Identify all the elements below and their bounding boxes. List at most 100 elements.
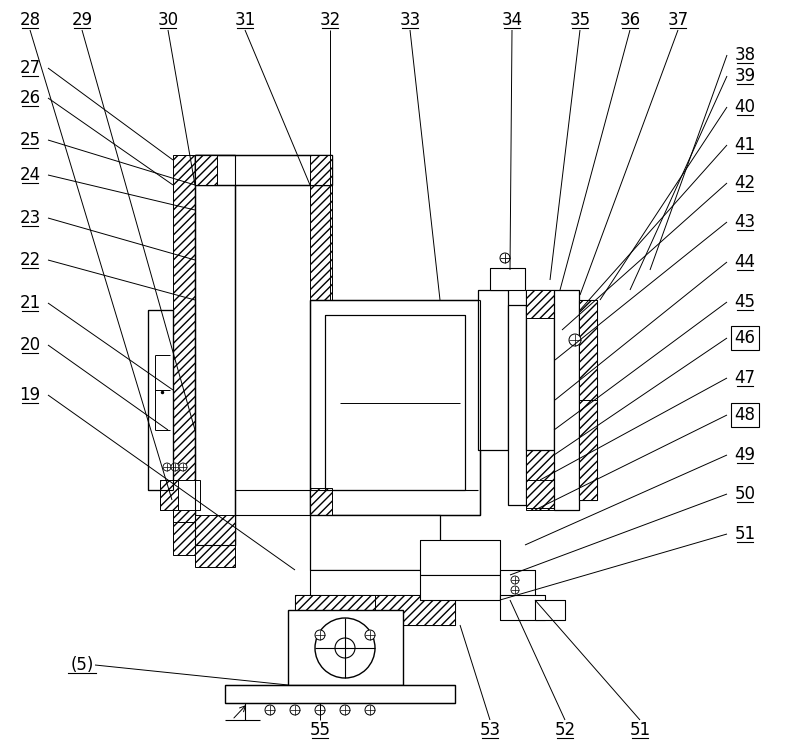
Text: 36: 36 xyxy=(619,11,641,29)
Text: 25: 25 xyxy=(19,131,41,149)
Text: 44: 44 xyxy=(734,253,755,271)
Text: 52: 52 xyxy=(554,721,575,739)
Bar xyxy=(195,155,332,185)
Text: 43: 43 xyxy=(734,213,755,231)
Bar xyxy=(160,480,200,510)
Text: 51: 51 xyxy=(630,721,650,739)
Text: 51: 51 xyxy=(734,525,755,543)
Text: 46: 46 xyxy=(734,329,755,347)
Circle shape xyxy=(315,630,325,640)
Text: 32: 32 xyxy=(319,11,341,29)
Bar xyxy=(535,600,565,620)
Bar xyxy=(310,155,332,185)
Bar xyxy=(500,570,535,600)
Circle shape xyxy=(290,705,300,715)
Text: 33: 33 xyxy=(399,11,421,29)
Bar xyxy=(490,268,525,290)
Bar xyxy=(490,268,525,290)
Bar xyxy=(310,515,440,570)
Text: 42: 42 xyxy=(734,174,755,192)
Text: 38: 38 xyxy=(734,46,755,64)
Bar xyxy=(195,545,235,567)
Bar xyxy=(554,290,579,510)
Bar xyxy=(173,500,195,555)
Circle shape xyxy=(315,618,375,678)
Bar xyxy=(160,480,178,510)
Bar xyxy=(295,595,455,625)
Text: 50: 50 xyxy=(734,485,755,503)
Text: 19: 19 xyxy=(19,386,41,404)
Bar xyxy=(310,570,440,600)
Text: 20: 20 xyxy=(19,336,41,354)
Text: 28: 28 xyxy=(19,11,41,29)
Bar xyxy=(288,610,403,685)
Bar xyxy=(310,155,332,555)
Text: 23: 23 xyxy=(19,209,41,227)
Bar xyxy=(173,155,195,545)
Bar xyxy=(526,480,554,508)
Bar xyxy=(310,488,332,515)
Bar xyxy=(508,305,526,505)
Text: 48: 48 xyxy=(734,406,755,424)
Bar xyxy=(310,155,332,185)
Bar xyxy=(420,575,500,600)
Bar xyxy=(310,515,332,555)
Text: 39: 39 xyxy=(734,67,755,85)
Bar xyxy=(526,290,554,370)
Circle shape xyxy=(365,705,375,715)
Bar xyxy=(478,290,508,450)
Circle shape xyxy=(500,253,510,263)
Circle shape xyxy=(365,630,375,640)
Circle shape xyxy=(335,638,355,658)
Bar xyxy=(579,300,597,400)
Circle shape xyxy=(315,705,325,715)
Bar xyxy=(478,290,508,450)
Bar xyxy=(148,310,173,490)
Bar xyxy=(375,595,455,625)
Bar xyxy=(526,290,554,450)
Bar xyxy=(579,300,597,500)
Text: 41: 41 xyxy=(734,136,755,154)
Circle shape xyxy=(265,705,275,715)
Text: 49: 49 xyxy=(734,446,755,464)
Bar xyxy=(325,315,465,490)
Bar xyxy=(420,540,500,575)
Bar xyxy=(554,290,579,510)
Bar xyxy=(579,400,597,500)
Text: (5): (5) xyxy=(70,656,94,674)
Text: 27: 27 xyxy=(19,59,41,77)
Text: 29: 29 xyxy=(71,11,93,29)
Bar xyxy=(500,595,545,620)
Bar xyxy=(535,600,565,620)
Text: 34: 34 xyxy=(502,11,522,29)
Bar xyxy=(310,300,480,515)
Bar xyxy=(225,685,455,703)
Text: 45: 45 xyxy=(734,293,755,311)
Bar xyxy=(526,430,554,510)
Text: 55: 55 xyxy=(310,721,330,739)
Bar xyxy=(195,515,235,565)
Circle shape xyxy=(179,463,187,471)
Text: 26: 26 xyxy=(19,89,41,107)
Bar xyxy=(195,155,235,545)
Bar xyxy=(295,595,375,625)
Text: 31: 31 xyxy=(234,11,256,29)
Circle shape xyxy=(171,463,179,471)
Circle shape xyxy=(340,705,350,715)
Text: 53: 53 xyxy=(479,721,501,739)
Text: 40: 40 xyxy=(734,98,755,116)
Text: 35: 35 xyxy=(570,11,590,29)
Bar xyxy=(500,595,545,620)
Bar xyxy=(420,540,500,575)
Bar xyxy=(526,290,554,318)
Bar xyxy=(420,575,500,600)
Text: 21: 21 xyxy=(19,294,41,312)
Text: 30: 30 xyxy=(158,11,178,29)
Bar xyxy=(195,155,217,185)
Text: 47: 47 xyxy=(734,369,755,387)
Text: 24: 24 xyxy=(19,166,41,184)
Text: 22: 22 xyxy=(19,251,41,269)
Bar xyxy=(310,515,440,570)
Bar xyxy=(500,570,535,600)
Circle shape xyxy=(511,586,519,594)
